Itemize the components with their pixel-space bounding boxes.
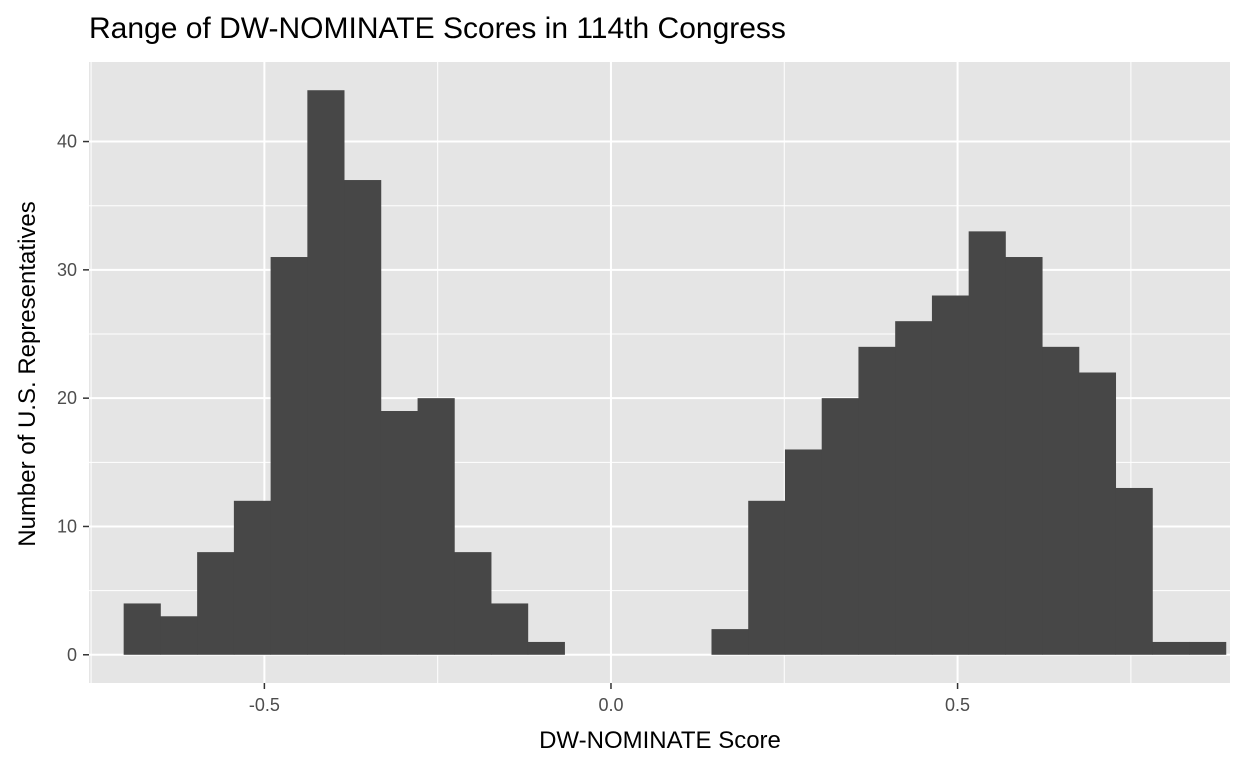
histogram-bar bbox=[968, 231, 1006, 655]
y-tick-label: 20 bbox=[57, 388, 77, 408]
y-tick-label: 40 bbox=[57, 132, 77, 152]
histogram-bar bbox=[1152, 641, 1190, 655]
histogram-bar bbox=[748, 500, 786, 655]
histogram-bar bbox=[123, 603, 161, 655]
histogram-bar bbox=[1189, 641, 1227, 655]
histogram-bar bbox=[527, 641, 565, 655]
histogram-bar bbox=[1115, 487, 1153, 655]
histogram-bar bbox=[821, 398, 859, 655]
histogram-bar bbox=[711, 629, 749, 655]
histogram-bar bbox=[784, 449, 823, 655]
x-tick-label: 0.5 bbox=[945, 695, 970, 715]
histogram-bar bbox=[1042, 346, 1080, 655]
histogram-bar bbox=[270, 257, 308, 655]
histogram-bar bbox=[380, 410, 418, 655]
histogram-bar bbox=[417, 398, 455, 655]
x-axis: -0.5 0.0 0.5 bbox=[249, 683, 970, 715]
histogram-bar bbox=[454, 552, 492, 655]
y-tick-label: 0 bbox=[67, 645, 77, 665]
x-tick-label: 0.0 bbox=[598, 695, 623, 715]
y-tick-label: 30 bbox=[57, 260, 77, 280]
histogram-bar bbox=[858, 346, 896, 655]
histogram-bar bbox=[344, 180, 382, 655]
histogram-bar bbox=[1005, 257, 1043, 655]
y-axis-title: Number of U.S. Representatives bbox=[14, 201, 41, 546]
histogram-bar bbox=[895, 321, 933, 655]
histogram-bar bbox=[1078, 372, 1117, 655]
y-tick-label: 10 bbox=[57, 516, 77, 536]
histogram-bar bbox=[197, 552, 235, 655]
histogram-bar bbox=[307, 90, 345, 655]
histogram-bar bbox=[160, 616, 198, 655]
x-tick-label: -0.5 bbox=[249, 695, 280, 715]
x-axis-title: DW-NOMINATE Score bbox=[539, 727, 781, 754]
histogram-bar bbox=[491, 603, 529, 655]
histogram-bar bbox=[931, 295, 970, 655]
y-axis: 0 10 20 30 40 bbox=[57, 132, 89, 665]
histogram-bar bbox=[233, 500, 272, 655]
chart-title: Range of DW-NOMINATE Scores in 114th Con… bbox=[89, 12, 786, 45]
histogram-bars bbox=[123, 90, 1227, 655]
